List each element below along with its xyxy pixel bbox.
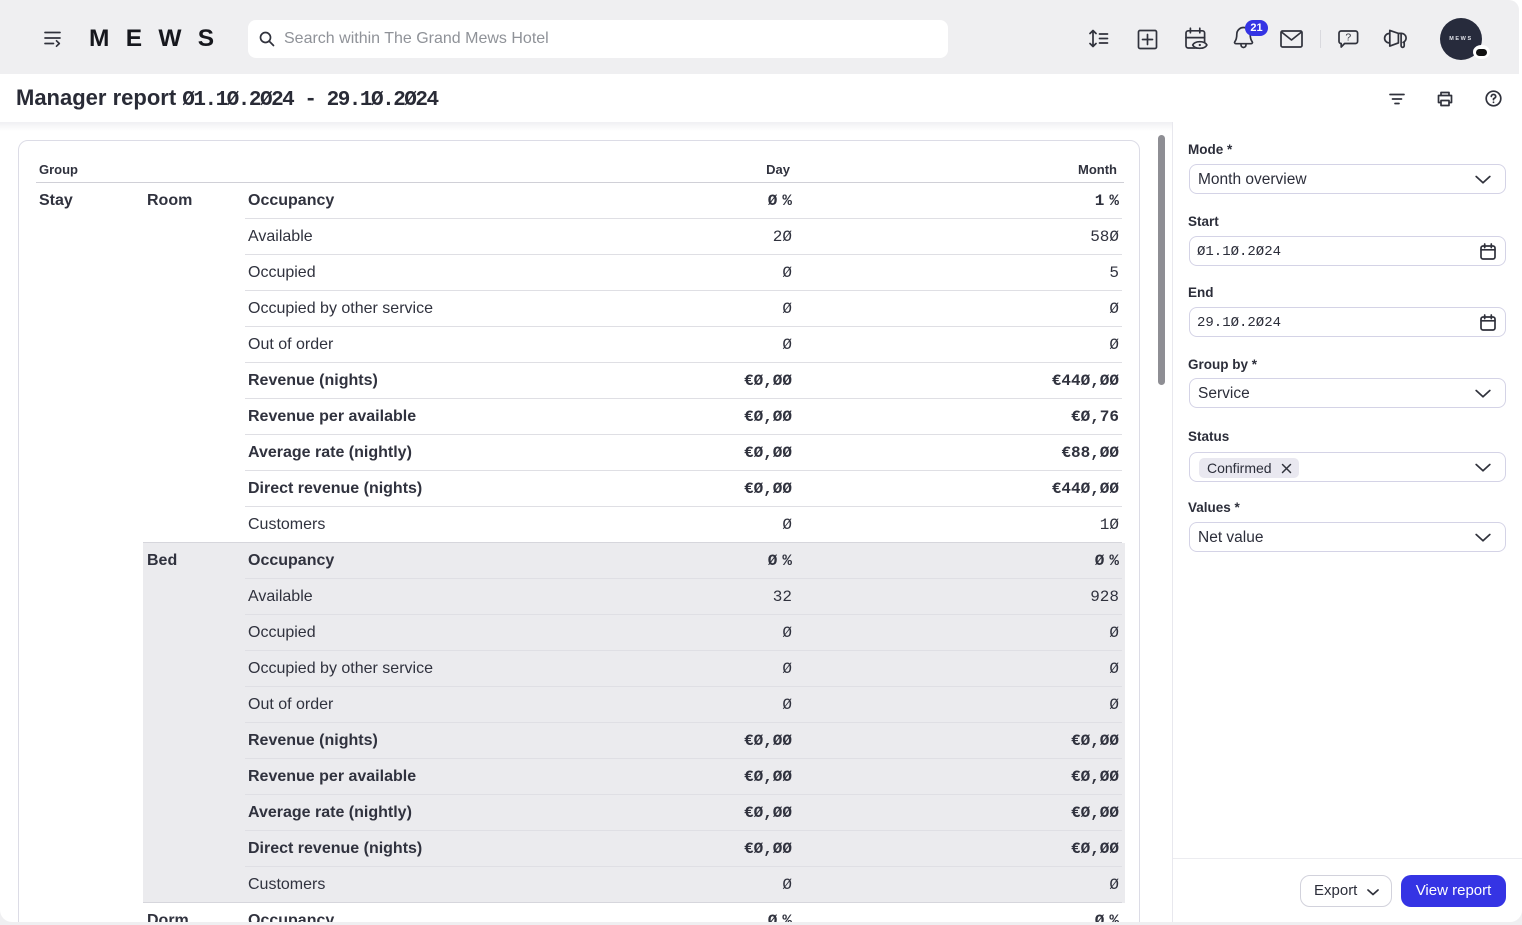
svg-text:?: ? bbox=[1345, 32, 1351, 44]
